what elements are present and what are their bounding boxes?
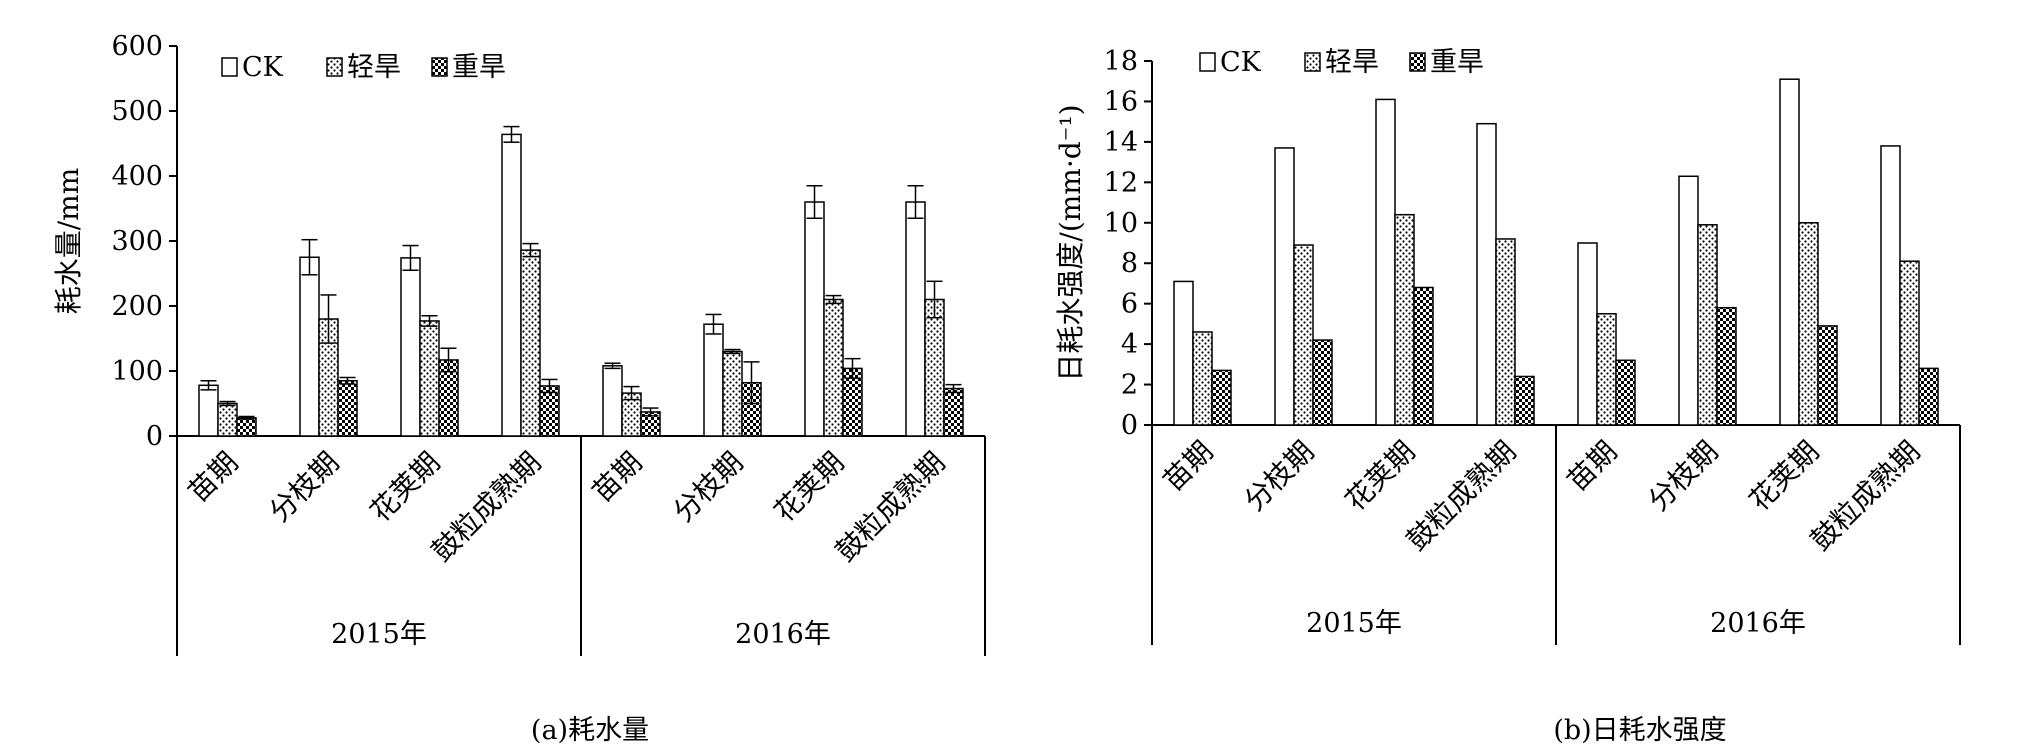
bar-dots	[1394, 213, 1415, 426]
y-tick-label: 12	[1104, 167, 1138, 198]
bar-checker	[1716, 306, 1737, 426]
bar-open	[703, 323, 724, 437]
bar-checker	[943, 387, 964, 437]
category-label: 鼓粒成熟期	[1804, 435, 1926, 557]
category-label: 花荚期	[768, 446, 851, 529]
category-label: 苗期	[1561, 435, 1624, 498]
y-tick-label: 4	[1121, 329, 1138, 360]
legend-label: 轻旱	[1325, 47, 1379, 78]
bar-checker	[236, 417, 257, 437]
bar-checker	[337, 380, 358, 437]
bar-open	[804, 201, 825, 437]
y-tick-label: 14	[1104, 127, 1138, 158]
y-axis-label: 耗水量/mm	[52, 168, 85, 315]
legend-swatch-checker	[431, 57, 448, 77]
bar-open	[1476, 122, 1497, 426]
y-tick-label: 6	[1121, 289, 1138, 320]
group-label: 2016年	[735, 619, 831, 650]
bar-dots	[1192, 331, 1213, 426]
group-label: 2015年	[1306, 608, 1402, 639]
legend-label: CK	[242, 52, 284, 83]
category-label: 分枝期	[1642, 435, 1725, 518]
bar-dots	[924, 298, 945, 437]
bar-open	[602, 365, 623, 437]
category-label: 苗期	[182, 446, 245, 509]
y-tick-label: 300	[111, 226, 163, 257]
legend-label: 轻旱	[347, 52, 401, 83]
category-label: 鼓粒成熟期	[425, 446, 547, 568]
bar-open	[1880, 145, 1901, 426]
bar-dots	[217, 402, 238, 437]
bar-checker	[1918, 367, 1939, 426]
y-axis-label: 日耗水强度/(mm·d⁻¹)	[1054, 104, 1087, 381]
bar-open	[1577, 242, 1598, 426]
bar-dots	[1495, 238, 1516, 426]
y-tick-label: 0	[1121, 410, 1138, 441]
legend-swatch-open	[221, 57, 238, 77]
bar-dots	[722, 350, 743, 437]
y-tick-label: 2	[1121, 370, 1138, 401]
y-tick-label: 600	[111, 31, 163, 62]
category-label: 分枝期	[1238, 435, 1321, 518]
legend-swatch-dots	[1304, 52, 1321, 72]
bar-dots	[823, 298, 844, 437]
y-tick-label: 16	[1104, 86, 1138, 117]
legend-swatch-open	[1199, 52, 1216, 72]
y-tick-label: 8	[1121, 248, 1138, 279]
bar-checker	[1211, 369, 1232, 426]
legend-label: 重旱	[1430, 47, 1484, 78]
category-label: 鼓粒成熟期	[1400, 435, 1522, 557]
category-label: 花荚期	[1339, 435, 1422, 518]
bar-open	[1173, 280, 1194, 426]
category-label: 分枝期	[263, 446, 346, 529]
bar-dots	[1293, 244, 1314, 426]
y-tick-label: 18	[1104, 46, 1138, 77]
legend-label: CK	[1220, 47, 1262, 78]
bar-dots	[1899, 260, 1920, 426]
y-tick-label: 10	[1104, 208, 1138, 239]
bar-checker	[1413, 286, 1434, 426]
bar-checker	[1615, 359, 1636, 426]
bar-open	[905, 201, 926, 437]
bar-dots	[1596, 313, 1617, 426]
y-tick-label: 0	[146, 421, 163, 452]
bar-open	[1779, 78, 1800, 426]
category-label: 分枝期	[667, 446, 750, 529]
category-label: 花荚期	[1743, 435, 1826, 518]
bar-open	[1375, 98, 1396, 426]
bar-open	[1678, 175, 1699, 426]
bar-dots	[419, 320, 440, 437]
bar-checker	[1514, 375, 1535, 426]
category-label: 花荚期	[364, 446, 447, 529]
caption-a: (a)耗水量	[530, 715, 650, 746]
legend-label: 重旱	[452, 52, 506, 83]
group-label: 2016年	[1710, 608, 1806, 639]
caption-b: (b)日耗水强度	[1553, 715, 1727, 746]
group-label: 2015年	[331, 619, 427, 650]
bar-dots	[520, 249, 541, 437]
category-label: 苗期	[586, 446, 649, 509]
legend-swatch-dots	[326, 57, 343, 77]
bar-open	[400, 257, 421, 437]
bar-open	[1274, 147, 1295, 426]
bar-dots	[1697, 224, 1718, 426]
y-tick-label: 100	[111, 356, 163, 387]
bar-dots	[1798, 222, 1819, 426]
y-tick-label: 200	[111, 291, 163, 322]
bar-checker	[1817, 325, 1838, 426]
category-label: 鼓粒成熟期	[829, 446, 951, 568]
bar-open	[299, 256, 320, 437]
bar-open	[198, 384, 219, 437]
bar-open	[501, 133, 522, 437]
legend-swatch-checker	[1409, 52, 1426, 72]
bar-checker	[539, 385, 560, 437]
y-tick-label: 400	[111, 161, 163, 192]
category-label: 苗期	[1157, 435, 1220, 498]
y-tick-label: 500	[111, 96, 163, 127]
bar-checker	[1312, 339, 1333, 426]
